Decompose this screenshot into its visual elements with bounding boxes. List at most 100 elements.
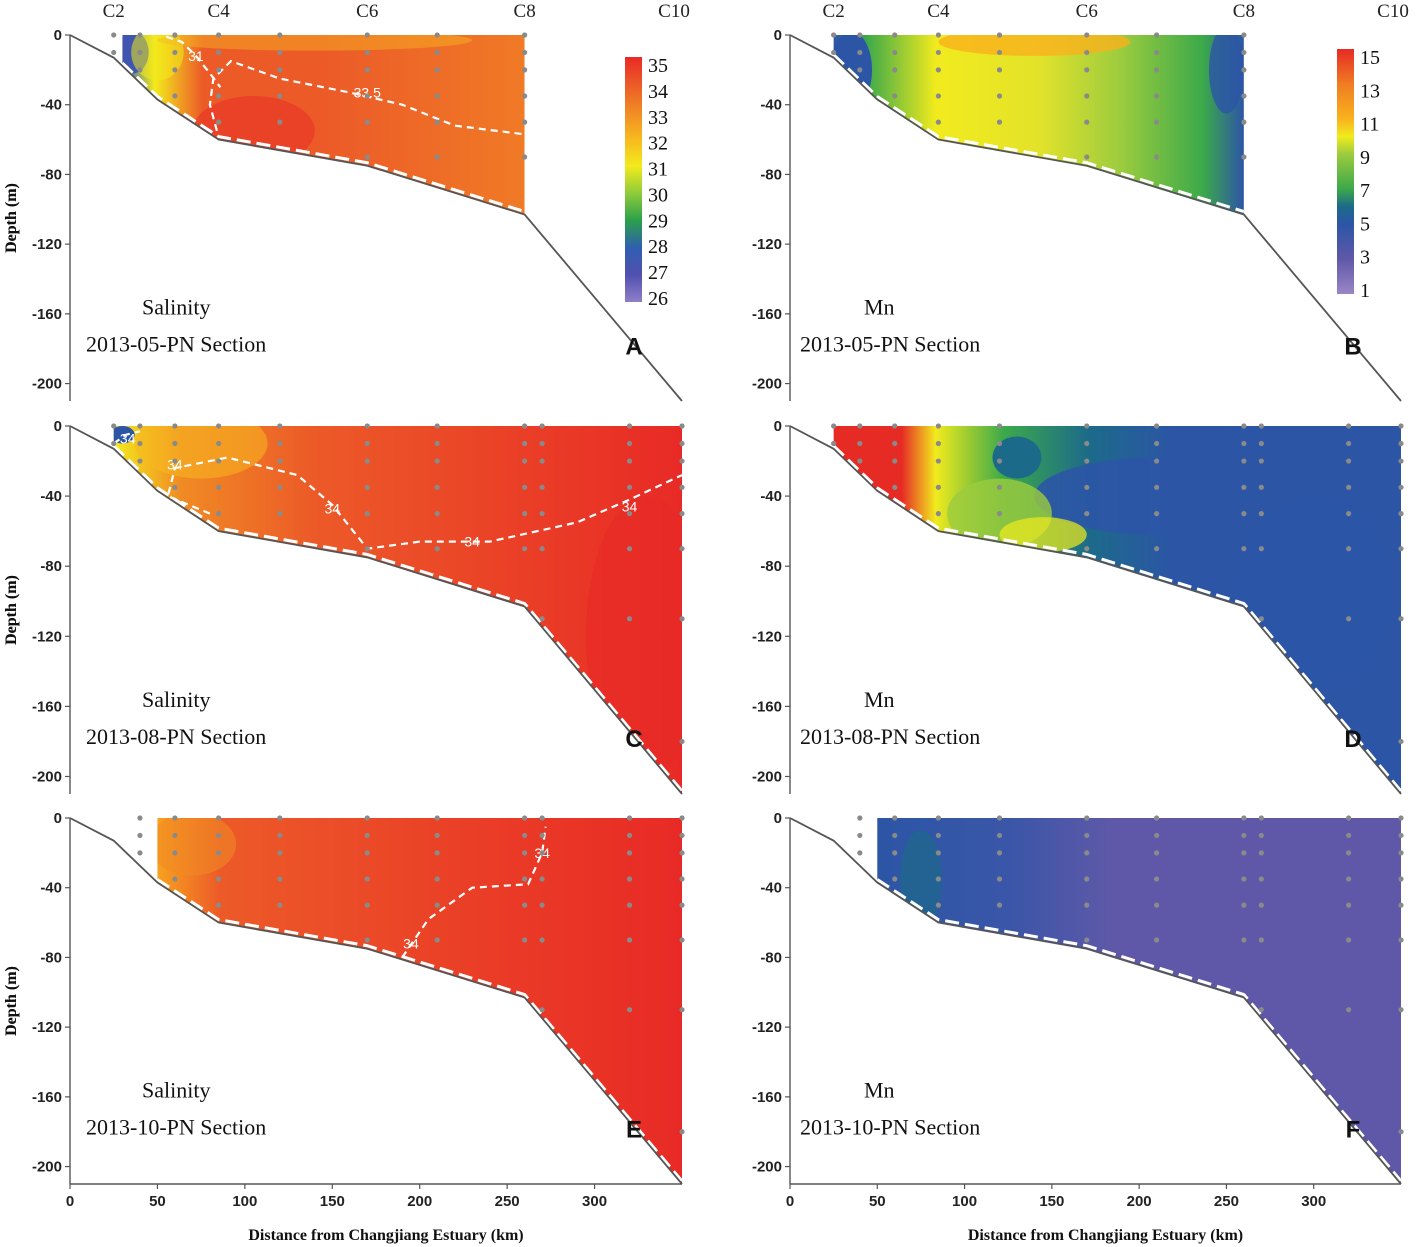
y-tick-label: -40 bbox=[40, 488, 62, 505]
sample-dot bbox=[1084, 937, 1090, 943]
station-label-c4: C4 bbox=[927, 1, 950, 22]
sample-dot bbox=[892, 440, 898, 447]
sample-dot bbox=[1346, 440, 1352, 447]
contour-label: 33.5 bbox=[354, 85, 381, 101]
sample-dot bbox=[216, 49, 222, 56]
x-tick-label: 150 bbox=[320, 1193, 345, 1210]
y-tick-label: -120 bbox=[32, 236, 62, 253]
sample-dot bbox=[1258, 815, 1264, 821]
sample-dot bbox=[539, 423, 545, 429]
contour-line bbox=[401, 826, 547, 959]
y-tick-label: 0 bbox=[54, 27, 62, 44]
sample-dot bbox=[1241, 423, 1247, 429]
sample-dot bbox=[216, 440, 222, 447]
x-tick-label: 100 bbox=[232, 1193, 257, 1210]
sample-dot bbox=[996, 815, 1003, 821]
sample-dot bbox=[539, 902, 545, 908]
sampling-points bbox=[831, 32, 1247, 160]
colorbar-tick-label: 5 bbox=[1360, 213, 1370, 235]
sample-dot bbox=[364, 119, 370, 125]
sample-dot bbox=[1241, 902, 1247, 908]
sample-dot bbox=[137, 850, 143, 856]
y-tick-label: -120 bbox=[32, 628, 62, 645]
sample-dot bbox=[996, 119, 1003, 125]
sample-dot bbox=[1398, 511, 1404, 517]
sample-dot bbox=[172, 67, 178, 73]
sample-dot bbox=[172, 49, 178, 56]
sample-dot bbox=[1398, 423, 1404, 429]
sample-dot bbox=[935, 902, 941, 908]
sample-dot bbox=[857, 458, 863, 464]
y-axis-label: Depth (m) bbox=[3, 575, 20, 645]
sample-dot bbox=[216, 511, 222, 517]
sample-dot bbox=[1398, 815, 1404, 821]
sample-dot bbox=[522, 484, 528, 490]
sample-dot bbox=[434, 937, 440, 943]
sample-dot bbox=[522, 423, 528, 429]
sample-dot bbox=[137, 815, 143, 821]
sample-dot bbox=[277, 902, 283, 908]
x-tick-label: 50 bbox=[869, 1193, 886, 1210]
y-tick-label: -80 bbox=[40, 558, 62, 575]
field-mn-f bbox=[877, 818, 1401, 1184]
sample-dot bbox=[1258, 458, 1264, 464]
contour-label: 34 bbox=[464, 534, 480, 550]
sample-dot bbox=[522, 815, 528, 821]
sample-dot bbox=[679, 850, 685, 856]
colorbar-tick-label: 3 bbox=[1360, 247, 1370, 269]
station-label-c6: C6 bbox=[356, 1, 378, 22]
sample-dot bbox=[679, 1129, 685, 1135]
sample-dot bbox=[277, 423, 283, 429]
sample-dot bbox=[857, 850, 863, 856]
sample-dot bbox=[434, 546, 440, 552]
sample-dot bbox=[1241, 93, 1247, 99]
sample-dot bbox=[1084, 546, 1090, 552]
sample-dot bbox=[996, 902, 1003, 908]
sample-dot bbox=[1084, 32, 1090, 38]
field-zone bbox=[1034, 457, 1279, 535]
sample-dot bbox=[539, 937, 545, 943]
sampling-points bbox=[831, 423, 1404, 745]
sample-dot bbox=[522, 876, 528, 882]
sample-dot bbox=[434, 815, 440, 821]
sample-dot bbox=[216, 902, 222, 908]
sample-dot bbox=[1398, 616, 1404, 622]
field-zone bbox=[999, 517, 1087, 553]
sample-dot bbox=[892, 484, 898, 490]
sample-dot bbox=[434, 511, 440, 517]
sample-dot bbox=[277, 32, 283, 38]
sample-dot bbox=[172, 850, 178, 856]
field-zone bbox=[1208, 35, 1244, 114]
sample-dot bbox=[1258, 546, 1264, 552]
sample-dot bbox=[137, 67, 143, 73]
sample-dot bbox=[1084, 67, 1090, 73]
sample-dot bbox=[434, 119, 440, 125]
sample-dot bbox=[996, 93, 1003, 99]
sample-dot bbox=[1258, 511, 1264, 517]
sample-dot bbox=[522, 67, 528, 73]
sample-dot bbox=[216, 423, 222, 429]
sample-dot bbox=[1346, 902, 1352, 908]
station-label-c4: C4 bbox=[208, 1, 231, 22]
station-label-c10: C10 bbox=[1377, 1, 1409, 22]
sample-dot bbox=[522, 902, 528, 908]
station-label-c2: C2 bbox=[103, 1, 125, 22]
colorbar-tick-label: 29 bbox=[648, 210, 668, 232]
sample-dot bbox=[216, 119, 222, 125]
sample-dot bbox=[172, 423, 178, 429]
sample-dot bbox=[1154, 876, 1160, 882]
colorbar-tick-label: 35 bbox=[648, 55, 668, 77]
colorbar-tick-label: 30 bbox=[648, 184, 668, 206]
sample-dot bbox=[1346, 423, 1352, 429]
sample-dot bbox=[434, 902, 440, 908]
sample-dot bbox=[364, 458, 370, 464]
sample-dot bbox=[1154, 119, 1160, 125]
sample-dot bbox=[935, 850, 941, 856]
sample-dot bbox=[539, 484, 545, 490]
sample-dot bbox=[364, 850, 370, 856]
panel-letter-c: C bbox=[625, 726, 642, 753]
sample-dot bbox=[1154, 546, 1160, 552]
sample-dot bbox=[137, 832, 143, 839]
sample-dot bbox=[1154, 815, 1160, 821]
